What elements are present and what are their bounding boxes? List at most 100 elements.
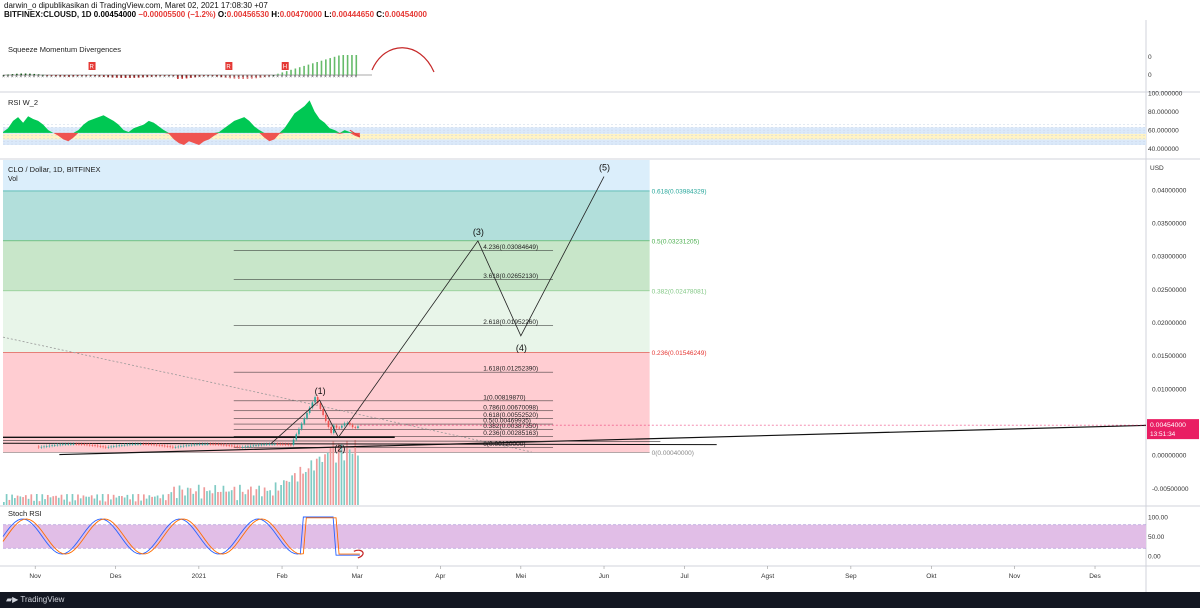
squeeze-bar: [320, 60, 323, 75]
candle-body: [75, 443, 78, 445]
volume-bar: [274, 482, 277, 505]
volume-bar: [269, 490, 271, 505]
candle-body: [279, 443, 281, 445]
squeeze-bar: [181, 75, 184, 79]
volume-bar: [16, 495, 19, 505]
volume-bar: [228, 491, 230, 505]
volume-bar: [175, 498, 178, 505]
candle-body: [346, 422, 349, 424]
squeeze-cross: ×: [207, 74, 210, 80]
squeeze-cross: ×: [76, 74, 79, 80]
fib-extension-label: 2.618(0.01952260): [483, 319, 538, 326]
candle-body: [292, 439, 295, 445]
squeeze-bar: [20, 73, 23, 75]
elliott-wave-label: (5): [599, 163, 610, 173]
candle-body: [357, 426, 359, 428]
volume-bar: [217, 491, 219, 505]
candle-body: [220, 444, 222, 446]
volume-bar: [304, 471, 307, 505]
squeeze-cross: ×: [337, 74, 340, 80]
volume-bar: [30, 494, 33, 505]
squeeze-cross: ×: [159, 74, 162, 80]
candle-body: [99, 446, 102, 447]
time-axis-label: 2021: [192, 573, 207, 580]
currency-label: USD: [1150, 165, 1164, 172]
candle-body: [174, 446, 177, 448]
squeeze-bar: [190, 75, 192, 78]
volume-bar: [225, 491, 228, 505]
squeeze-cross: ×: [224, 74, 227, 80]
stoch-axis-tick: 50.00: [1148, 534, 1165, 541]
ohlc-part: O:: [215, 10, 227, 19]
volume-bar: [68, 501, 71, 505]
squeeze-bar: [124, 75, 127, 78]
volume-bar: [162, 494, 164, 505]
squeeze-cross: ×: [250, 74, 253, 80]
price-axis-tick: 0.03000000: [1152, 254, 1187, 261]
volume-bar: [38, 501, 41, 505]
candle-body: [338, 427, 340, 429]
volume-bar: [167, 494, 170, 505]
candle-body: [335, 425, 338, 428]
volume-bar: [63, 499, 66, 505]
volume-bar: [8, 499, 11, 505]
volume-bar: [99, 500, 101, 505]
volume-bar: [236, 500, 239, 505]
volume-bar: [335, 462, 337, 505]
squeeze-bar: [355, 55, 358, 75]
brand-label: TradingView: [20, 595, 65, 604]
volume-bar: [263, 487, 266, 505]
volume-bar: [13, 498, 16, 505]
candle-body: [225, 444, 228, 446]
squeeze-bar: [116, 75, 118, 78]
time-axis-label: Okt: [926, 573, 936, 580]
candle-body: [209, 443, 212, 445]
stoch-axis-tick: 0.00: [1148, 554, 1161, 561]
volume-bar: [74, 500, 77, 505]
candle-body: [257, 444, 260, 446]
candle-body: [204, 443, 206, 445]
volume-bar: [55, 495, 57, 505]
ohlc-part: 0.00454000: [93, 10, 137, 19]
volume-bar: [250, 486, 252, 505]
squeeze-cross: ×: [11, 74, 14, 80]
volume-bar: [203, 487, 206, 505]
candle-body: [43, 446, 45, 448]
squeeze-cross: ×: [120, 74, 123, 80]
squeeze-cross: ×: [32, 74, 35, 80]
volume-bar: [71, 494, 74, 505]
squeeze-bar: [307, 64, 310, 75]
candle-body: [287, 444, 290, 446]
candle-body: [330, 426, 332, 433]
squeeze-cross: ×: [211, 74, 214, 80]
volume-bar: [104, 501, 107, 505]
elliott-wave-path: [271, 176, 605, 444]
candle-body: [249, 445, 252, 447]
fib-retracement-label: 0.236(0.01546249): [652, 350, 707, 357]
squeeze-cross: ×: [154, 74, 157, 80]
candle-body: [78, 444, 80, 445]
squeeze-cross: ×: [311, 74, 314, 80]
squeeze-bar: [24, 73, 27, 75]
candle-body: [290, 444, 292, 446]
squeeze-cross: ×: [276, 74, 279, 80]
candle-body: [104, 446, 107, 448]
volume-bar: [110, 499, 112, 505]
volume-bar: [181, 489, 184, 505]
volume-bar: [96, 494, 99, 505]
ohlc-part: 0.00470000: [279, 10, 322, 19]
volume-bar: [343, 460, 346, 505]
squeeze-cross: ×: [111, 74, 114, 80]
volume-bar: [351, 453, 354, 505]
volume-bar: [121, 496, 123, 505]
squeeze-bar: [42, 74, 44, 76]
volume-bar: [222, 485, 225, 505]
volume-bar: [310, 460, 313, 505]
volume-bar: [140, 500, 142, 505]
volume-bar: [332, 441, 335, 505]
squeeze-bar: [33, 73, 36, 75]
volume-bar: [197, 484, 200, 505]
squeeze-cross: ×: [46, 74, 49, 80]
squeeze-cross: ×: [180, 74, 183, 80]
